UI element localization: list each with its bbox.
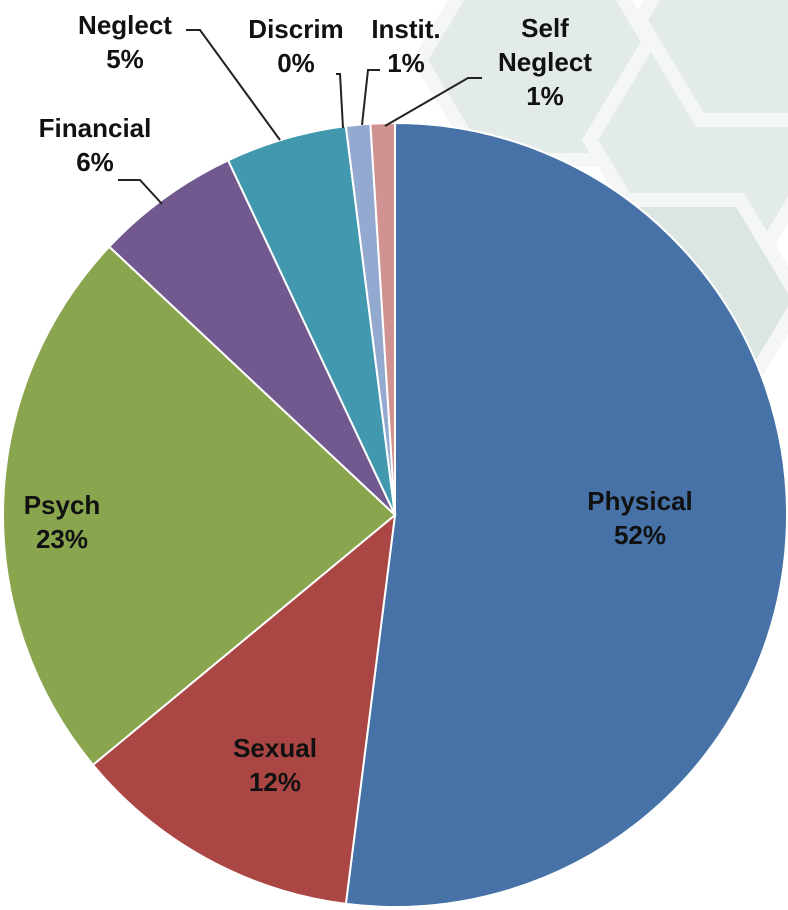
category-label: Instit. <box>371 14 441 44</box>
data-label: Self Neglect 1% <box>480 11 610 113</box>
value-label: 1% <box>526 81 564 111</box>
leader-line <box>118 179 163 205</box>
value-label: 6% <box>76 147 114 177</box>
value-label: 5% <box>106 44 144 74</box>
category-label: Psych <box>23 490 101 520</box>
value-label: 0% <box>277 48 315 78</box>
data-label: Discrim 0% <box>226 12 366 80</box>
data-label: Instit. 1% <box>371 12 440 80</box>
value-label: 52% <box>613 520 667 550</box>
value-label: 1% <box>387 48 425 78</box>
category-label: Neglect <box>78 10 172 40</box>
data-label: Neglect 5% <box>78 8 172 76</box>
leader-line <box>336 73 344 129</box>
pie-slice <box>369 121 396 516</box>
category-label: Discrim <box>248 14 344 44</box>
pie-slice <box>344 121 788 908</box>
category-label: Physical <box>587 486 693 516</box>
value-label: 12% <box>248 767 302 797</box>
data-label: Sexual 12% <box>233 731 317 799</box>
category-label: Financial <box>38 113 152 143</box>
pie-slice <box>107 158 396 516</box>
category-label: Self Neglect <box>498 13 592 77</box>
data-label: Financial 6% <box>39 111 152 179</box>
data-label: Psych 23% <box>24 488 101 556</box>
value-label: 23% <box>35 524 89 554</box>
pie-slice <box>91 512 397 906</box>
leader-line <box>186 29 281 141</box>
pie-slice <box>2 245 397 767</box>
leader-line <box>361 69 380 126</box>
data-label: Physical 52% <box>587 484 693 552</box>
category-label: Sexual <box>233 733 317 763</box>
leader-line <box>384 77 482 127</box>
